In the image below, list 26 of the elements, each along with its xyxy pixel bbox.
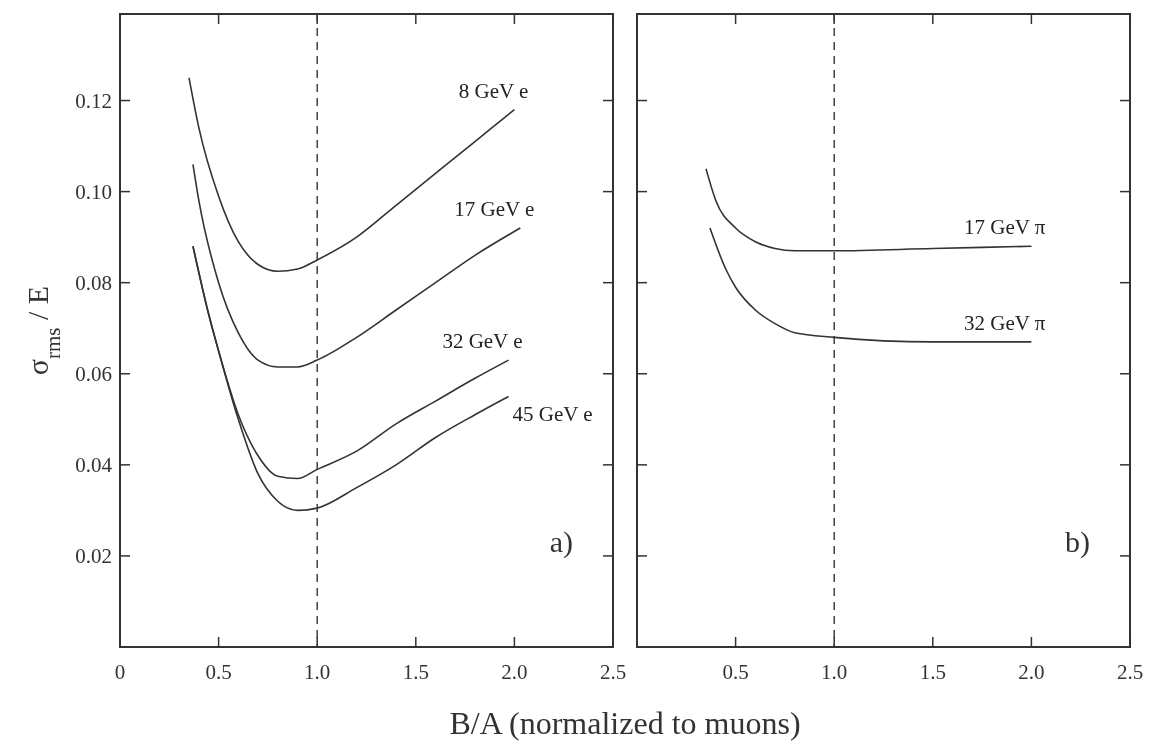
series-label: 45 GeV e (512, 401, 593, 426)
series-label: 32 GeV e (442, 329, 523, 354)
series-label: 32 GeV π (964, 310, 1046, 335)
y-tick-label: 0.04 (75, 452, 113, 477)
annotation: a) (549, 525, 573, 559)
y-tick-label: 0.02 (75, 543, 112, 568)
x-tick-label: 0 (114, 660, 126, 684)
x-tick-label: 1.5 (919, 660, 946, 684)
x-tick-label: 2.0 (1018, 660, 1045, 684)
x-tick-label: 1.0 (304, 660, 331, 684)
x-tick-label: 1.0 (821, 660, 848, 684)
y-tick-label: 0.10 (75, 179, 112, 204)
y-tick-label: 0.08 (75, 270, 112, 295)
x-tick-label: 1.5 (402, 660, 429, 684)
x-tick-label: 2.5 (599, 660, 627, 684)
x-tick-label: 0.5 (205, 660, 232, 684)
series-label: 17 GeV π (964, 215, 1046, 240)
series-label: 8 GeV e (458, 78, 529, 103)
y-tick-label: 0.06 (75, 361, 112, 386)
x-tick-label: 2.5 (1116, 660, 1144, 684)
series-label: 17 GeV e (454, 197, 535, 222)
annotation: b) (1065, 525, 1090, 559)
x-axis-title: B/A (normalized to muons) (449, 705, 801, 741)
x-tick-label: 2.0 (501, 660, 528, 684)
y-tick-label: 0.12 (75, 88, 112, 113)
x-tick-label: 0.5 (722, 660, 749, 684)
